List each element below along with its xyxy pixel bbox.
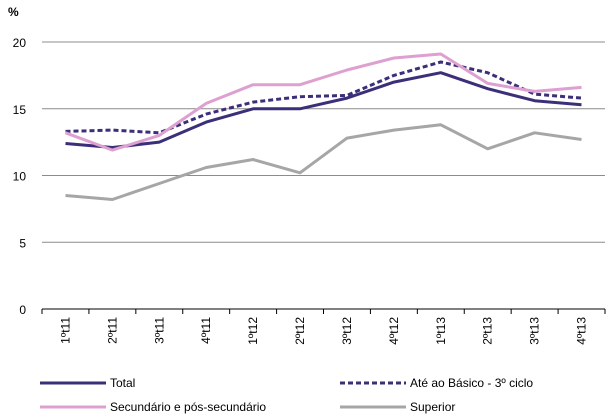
line-series <box>65 71 582 149</box>
x-tick-label: 2ºt11 <box>105 317 119 344</box>
line-series <box>65 60 582 135</box>
y-tick-label: 20 <box>13 36 27 50</box>
legend-label: Superior <box>410 400 455 414</box>
x-tick-label: 1ºt11 <box>58 317 72 344</box>
x-tick-label: 4ºt13 <box>575 317 589 345</box>
line-series <box>64 52 582 152</box>
x-tick-label: 2ºt12 <box>293 317 307 345</box>
x-tick-label: 3ºt12 <box>340 317 354 345</box>
x-tick-label: 3ºt11 <box>152 317 166 344</box>
legend-label: Até ao Básico - 3º ciclo <box>410 376 533 390</box>
x-tick-label: 1ºt12 <box>246 317 260 345</box>
legend-label: Secundário e pós-secundário <box>110 400 266 414</box>
x-tick-label: 4ºt12 <box>387 317 401 345</box>
y-tick-label: 5 <box>19 236 26 250</box>
x-tick-label: 4ºt11 <box>199 317 213 344</box>
x-tick-label: 3ºt13 <box>528 317 542 345</box>
line-series <box>65 123 582 201</box>
y-tick-label: 0 <box>19 303 26 317</box>
y-tick-label: 15 <box>13 103 27 117</box>
y-tick-label: 10 <box>13 170 27 184</box>
legend-label: Total <box>110 376 135 390</box>
x-tick-label: 1ºt13 <box>434 317 448 345</box>
x-tick-label: 2ºt13 <box>481 317 495 345</box>
y-axis-label: % <box>8 5 19 19</box>
